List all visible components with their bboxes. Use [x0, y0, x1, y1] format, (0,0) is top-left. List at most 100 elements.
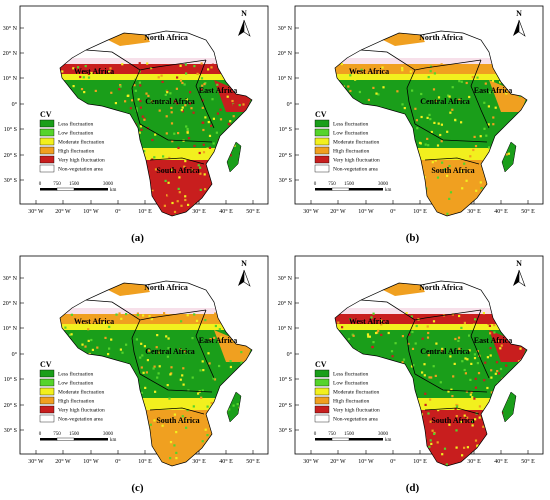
legend-swatch	[314, 137, 330, 146]
cv-pixel	[102, 321, 105, 324]
cv-pixel	[439, 133, 442, 137]
legend-swatch	[314, 146, 330, 155]
cv-pixel	[90, 71, 93, 75]
lat-label: 0°	[287, 351, 293, 358]
scale-label: 0	[39, 432, 42, 437]
cv-pixel	[499, 347, 502, 350]
cv-pixel	[163, 204, 166, 207]
cv-pixel	[131, 99, 134, 102]
cv-pixel	[409, 70, 412, 73]
legend-swatch	[39, 137, 55, 146]
region-label-central: Central Africa	[420, 347, 470, 356]
lon-label: 40° E	[494, 458, 508, 465]
cv-pixel	[153, 156, 156, 159]
cv-pixel	[199, 196, 203, 199]
horn-area	[214, 330, 252, 362]
cv-pixel	[484, 361, 487, 364]
cv-pixel	[166, 91, 169, 94]
cv-pixel	[427, 76, 430, 79]
cv-pixel	[347, 337, 351, 341]
cv-pixel	[175, 87, 178, 90]
cv-pixel	[471, 424, 474, 427]
legend-item-label: Non-vegetation area	[333, 167, 378, 173]
cv-pixel	[476, 350, 479, 353]
cv-pixel	[489, 354, 492, 357]
cv-pixel	[473, 353, 476, 356]
cv-pixel	[236, 403, 239, 406]
cv-pixel	[433, 72, 436, 75]
cv-pixel	[338, 216, 340, 218]
cv-pixel	[367, 335, 370, 338]
sahel-transition	[60, 324, 252, 330]
region-boundary	[195, 59, 215, 129]
cv-pixel	[410, 365, 414, 368]
cv-pixel	[505, 364, 508, 367]
scale-label: 1500	[344, 432, 355, 437]
cv-pixel	[426, 325, 429, 328]
map-panel: 30° N 20° N 10° N 0° 10° S 20° S 30° S 30° W 20°…	[275, 0, 550, 250]
cv-pixel	[478, 416, 481, 419]
legend-swatch	[39, 155, 55, 164]
cv-pixel	[204, 188, 207, 191]
north-arrow: N	[238, 259, 251, 287]
cv-pixel	[453, 362, 456, 365]
cv-pixel	[202, 121, 205, 124]
cv-pixel	[135, 338, 138, 341]
cv-pixel	[163, 312, 166, 315]
cv-pixel	[195, 319, 199, 322]
cv-pixel	[479, 135, 482, 138]
panel-label: (b)	[405, 232, 420, 244]
cv-pixel	[210, 401, 213, 405]
cv-pixel	[434, 159, 437, 162]
cv-pixel	[109, 67, 112, 70]
legend-swatch	[39, 387, 55, 396]
cv-pixel	[193, 313, 196, 316]
cv-pixel	[337, 321, 340, 324]
cv-pixel	[421, 337, 424, 340]
cv-pixel	[151, 189, 154, 192]
cv-pixel	[77, 66, 80, 69]
cv-pixel	[167, 193, 170, 196]
cv-pixel	[180, 320, 183, 323]
cv-pixel	[179, 79, 183, 82]
cv-pixel	[129, 456, 132, 459]
south-transition	[140, 148, 220, 160]
lon-label: 30° E	[467, 458, 481, 465]
cv-pixel	[203, 165, 206, 169]
lon-label: 30° E	[192, 458, 206, 465]
cv-pixel	[165, 132, 168, 135]
cv-pixel	[403, 107, 406, 110]
cv-pixel	[198, 151, 201, 155]
cv-pixel	[408, 457, 411, 460]
cv-pixel	[208, 134, 212, 137]
cv-pixel	[175, 431, 178, 434]
cv-pixel	[140, 342, 143, 345]
legend: CV Less fluctuation Low fluctuation Moderat…	[314, 360, 380, 423]
scale-label: 1500	[69, 182, 80, 187]
legend-item-label: High fluctuation	[333, 148, 369, 155]
cv-pixel	[458, 314, 461, 318]
cv-pixel	[186, 127, 189, 131]
legend-swatch	[314, 387, 330, 396]
legend-swatch	[314, 378, 330, 387]
cv-pixel	[492, 465, 495, 466]
lat-label: 10° N	[278, 325, 293, 332]
cv-pixel	[187, 137, 191, 140]
cv-pixel	[489, 347, 492, 350]
cv-pixel	[199, 174, 202, 177]
sahel-band	[60, 64, 252, 74]
cv-pixel	[232, 104, 235, 107]
cv-pixel	[451, 108, 454, 111]
cv-pixel	[181, 110, 184, 113]
africa-map: 30° N 20° N 10° N 0° 10° S 20° S 30° S 30° W 20°…	[278, 255, 544, 467]
cv-pixel	[440, 63, 443, 66]
cv-pixel	[200, 396, 203, 399]
cv-pixel	[154, 390, 157, 393]
lon-label: 20° W	[55, 208, 71, 215]
cv-pixel	[148, 315, 151, 318]
scale-segment	[331, 437, 350, 441]
cv-pixel	[414, 107, 417, 110]
region-label-central: Central Africa	[420, 97, 470, 106]
legend-item-label: Low fluctuation	[58, 130, 94, 137]
